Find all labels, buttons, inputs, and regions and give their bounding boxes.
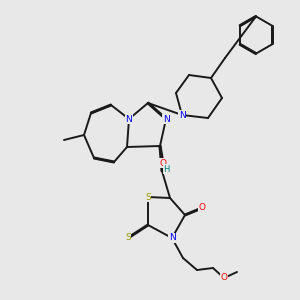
Text: N: N xyxy=(178,110,185,119)
Text: S: S xyxy=(145,193,151,202)
Text: O: O xyxy=(160,158,167,167)
Text: N: N xyxy=(163,115,170,124)
Text: H: H xyxy=(163,165,170,174)
Text: N: N xyxy=(126,115,132,124)
Text: O: O xyxy=(220,274,227,283)
Text: N: N xyxy=(169,233,176,242)
Text: O: O xyxy=(199,203,206,212)
Text: S: S xyxy=(125,233,131,242)
